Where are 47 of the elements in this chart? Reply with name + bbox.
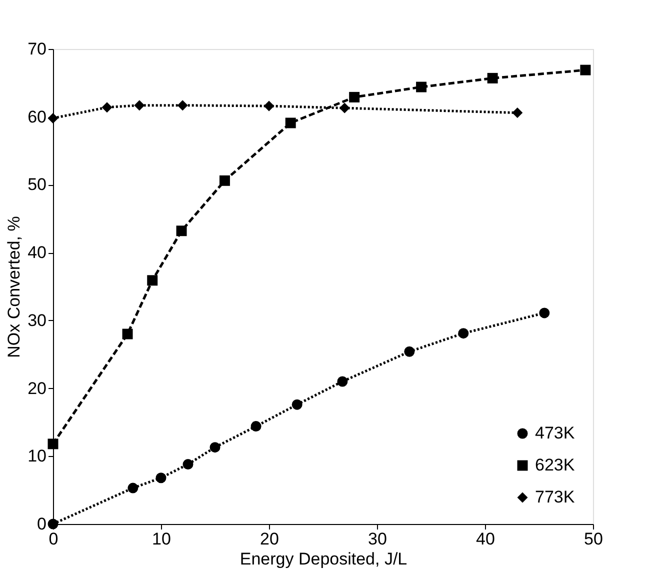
point bbox=[147, 275, 158, 286]
point bbox=[128, 482, 138, 494]
point bbox=[48, 112, 58, 124]
point bbox=[156, 472, 166, 484]
y-tick-label: 0 bbox=[37, 514, 46, 534]
point bbox=[285, 118, 296, 128]
x-tick-label: 40 bbox=[476, 530, 495, 548]
point bbox=[487, 72, 498, 84]
x-tick-label: 30 bbox=[368, 530, 387, 548]
point bbox=[250, 421, 262, 432]
y-tick-label: 50 bbox=[28, 175, 46, 194]
point bbox=[416, 82, 427, 92]
y-tick-label: 70 bbox=[28, 40, 46, 58]
legend-label: 773K bbox=[535, 488, 576, 506]
point bbox=[48, 438, 58, 450]
y-tick-label: 60 bbox=[28, 107, 46, 126]
point bbox=[404, 346, 415, 357]
y-tick-label: 30 bbox=[28, 310, 46, 330]
y-tick-label: 40 bbox=[28, 243, 46, 262]
point bbox=[292, 399, 302, 410]
y-tick-label: 10 bbox=[28, 446, 46, 466]
point bbox=[210, 442, 220, 453]
point bbox=[539, 308, 550, 318]
point bbox=[122, 328, 133, 340]
point bbox=[349, 92, 360, 102]
x-tick-label: 50 bbox=[584, 530, 603, 548]
point bbox=[176, 226, 187, 236]
y-tick-label: 20 bbox=[28, 378, 46, 398]
x-tick-label: 20 bbox=[260, 530, 279, 548]
x-tick-label: 0 bbox=[48, 530, 58, 548]
point bbox=[219, 175, 230, 186]
point bbox=[182, 459, 194, 470]
point bbox=[580, 64, 591, 76]
point bbox=[458, 328, 469, 339]
point bbox=[102, 102, 112, 113]
y-axis-title: NOx Converted, % bbox=[4, 216, 24, 358]
point bbox=[134, 100, 145, 111]
point bbox=[339, 102, 350, 114]
legend-label: 623K bbox=[535, 456, 576, 474]
x-tick-label: 10 bbox=[152, 530, 171, 548]
x-axis-title: Energy Deposited, J/L bbox=[240, 550, 408, 568]
point bbox=[337, 376, 348, 387]
point bbox=[177, 100, 188, 111]
point bbox=[512, 108, 523, 118]
legend-label: 473K bbox=[535, 424, 576, 442]
point bbox=[48, 518, 58, 530]
point bbox=[264, 100, 274, 112]
